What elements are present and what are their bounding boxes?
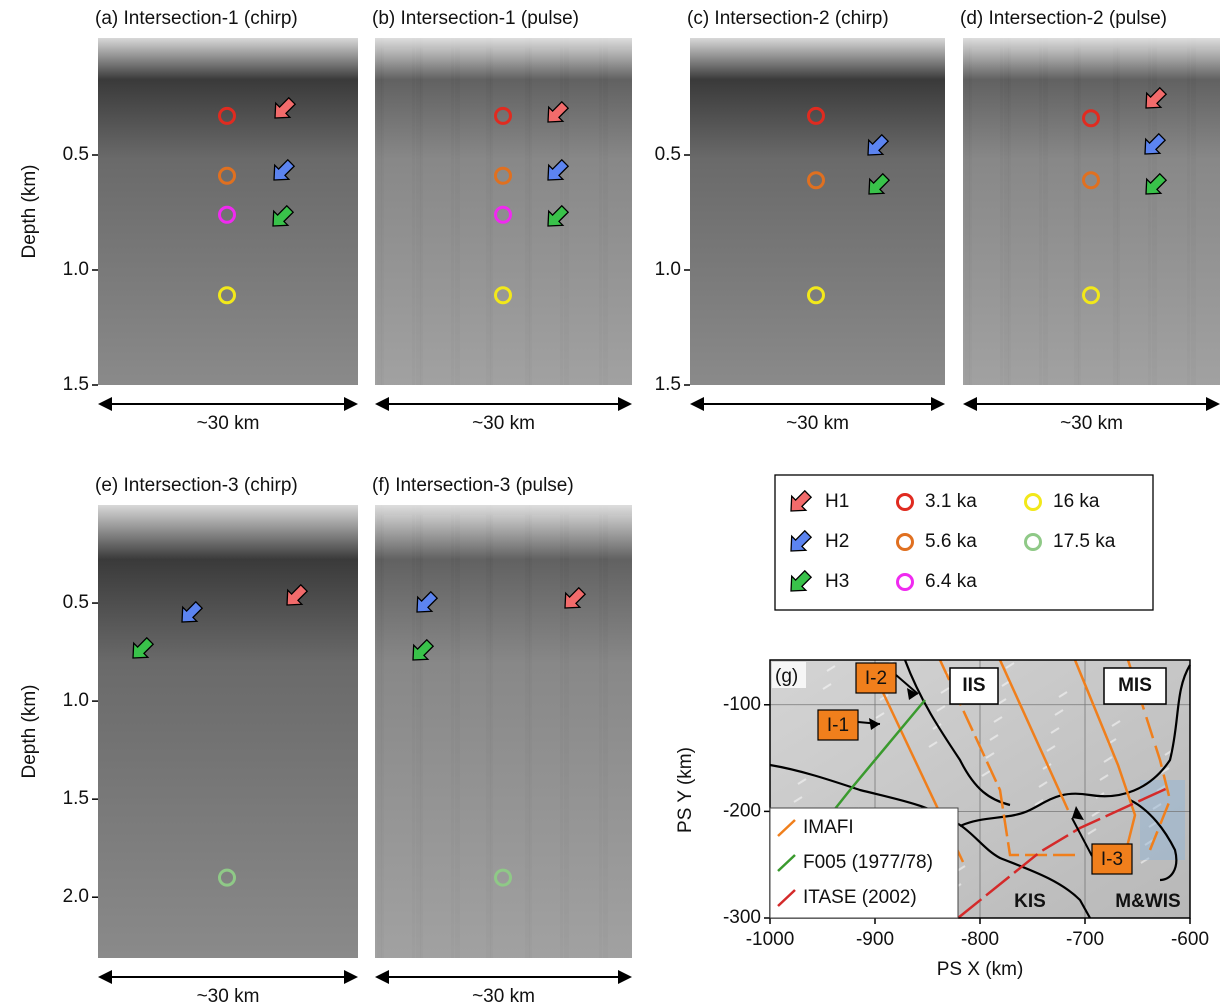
section-label: I-2 (865, 668, 887, 689)
region-label: KIS (1014, 891, 1046, 912)
y-tick-label: 1.5 (63, 788, 89, 809)
figure: (a) Intersection-1 (chirp) Depth (km) 0.5 1… (0, 0, 1223, 1006)
y-tick-label: -200 (723, 800, 761, 821)
legend-label: H2 (825, 531, 849, 552)
scale-arrowhead (618, 397, 632, 411)
panel-title: (e) Intersection-3 (chirp) (95, 475, 298, 496)
panel-title: (c) Intersection-2 (chirp) (687, 8, 889, 29)
y-tick-label: 1.0 (63, 690, 89, 711)
section-label: I-3 (1101, 849, 1123, 870)
scale-label: ~30 km (197, 413, 260, 434)
radargram-bg (963, 38, 1220, 385)
scale-arrowhead (963, 397, 977, 411)
scale-arrowhead (931, 397, 945, 411)
x-axis-label: PS X (km) (937, 959, 1024, 980)
scale-label: ~30 km (786, 413, 849, 434)
y-axis-label: Depth (km) (19, 165, 40, 259)
scale-arrowhead (375, 397, 389, 411)
panel-title: (b) Intersection-1 (pulse) (372, 8, 579, 29)
y-tick-label: 1.0 (655, 259, 681, 280)
panel-label: (g) (775, 666, 798, 687)
region-label: MIS (1118, 675, 1152, 696)
scale-label: ~30 km (472, 413, 535, 434)
region-label: IIS (962, 675, 985, 696)
y-tick-label: 0.5 (63, 144, 89, 165)
x-tick-label: -600 (1171, 929, 1209, 950)
y-tick-label: 1.5 (63, 374, 89, 395)
y-tick-label: -100 (723, 694, 761, 715)
legend-label: H3 (825, 571, 849, 592)
legend-label: 3.1 ka (925, 491, 977, 512)
x-tick-label: -800 (961, 929, 999, 950)
radargram-bg (690, 38, 945, 385)
y-tick-label: 1.5 (655, 374, 681, 395)
scale-arrowhead (344, 970, 358, 984)
scale-arrowhead (1206, 397, 1220, 411)
panel-title: (f) Intersection-3 (pulse) (372, 475, 574, 496)
radargram-bg (98, 505, 358, 958)
x-tick-label: -900 (856, 929, 894, 950)
scale-arrowhead (98, 397, 112, 411)
y-tick-label: 0.5 (63, 592, 89, 613)
scale-arrowhead (344, 397, 358, 411)
y-tick-label: 1.0 (63, 259, 89, 280)
scale-arrowhead (98, 970, 112, 984)
section-label: I-1 (827, 715, 849, 736)
x-tick-label: -700 (1066, 929, 1104, 950)
legend-label: 17.5 ka (1053, 531, 1116, 552)
y-axis-label: Depth (km) (19, 685, 40, 779)
legend-label: H1 (825, 491, 849, 512)
scale-arrowhead (618, 970, 632, 984)
scale-label: ~30 km (197, 986, 260, 1006)
radargram-bg (375, 38, 632, 385)
legend-label: 5.6 ka (925, 531, 977, 552)
map-legend-label: ITASE (2002) (803, 887, 917, 908)
scale-label: ~30 km (1060, 413, 1123, 434)
y-tick-label: -300 (723, 907, 761, 928)
y-axis-label: PS Y (km) (675, 747, 696, 833)
radargram-bg (375, 505, 632, 958)
scale-arrowhead (375, 970, 389, 984)
region-label: M&WIS (1115, 891, 1180, 912)
map-legend-label: F005 (1977/78) (803, 852, 933, 873)
radargram-bg (98, 38, 358, 385)
map-legend-label: IMAFI (803, 817, 854, 838)
scale-label: ~30 km (472, 986, 535, 1006)
panel-title: (d) Intersection-2 (pulse) (960, 8, 1167, 29)
legend-label: 16 ka (1053, 491, 1100, 512)
scale-arrowhead (690, 397, 704, 411)
y-tick-label: 2.0 (63, 886, 89, 907)
legend-label: 6.4 ka (925, 571, 977, 592)
y-tick-label: 0.5 (655, 144, 681, 165)
x-tick-label: -1000 (746, 929, 795, 950)
page: (a) Intersection-1 (chirp) Depth (km) 0.5 1… (0, 0, 1223, 1006)
panel-title: (a) Intersection-1 (chirp) (95, 8, 298, 29)
